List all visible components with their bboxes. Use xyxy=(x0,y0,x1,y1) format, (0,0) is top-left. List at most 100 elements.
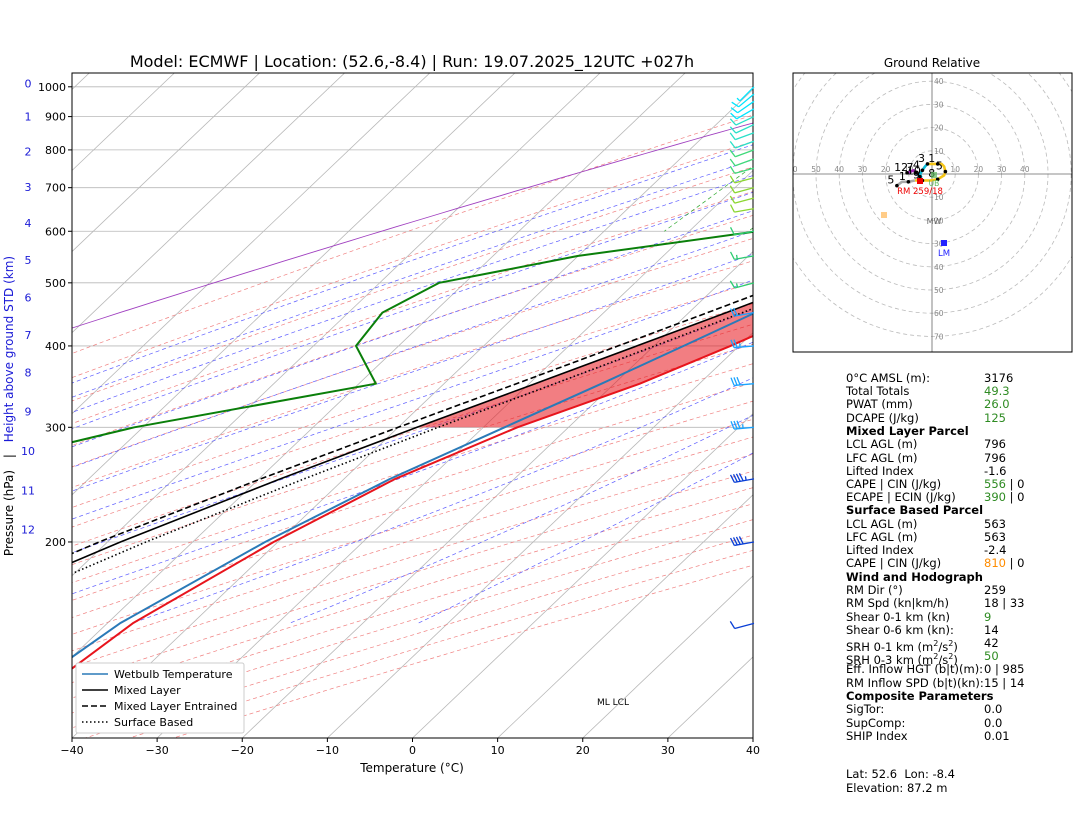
x-tick-label: 0 xyxy=(409,744,416,757)
hodograph-frame xyxy=(792,72,1073,353)
x-tick-label: 10 xyxy=(491,744,505,757)
sb-param-value: 563 xyxy=(984,516,1006,531)
composite-param-row: SHIP Index 0.01 xyxy=(846,728,1076,743)
hodograph-axis-label: 10 xyxy=(934,147,944,156)
ml-param-value: 796 xyxy=(984,450,1006,465)
param-value: 3176 xyxy=(984,371,1014,385)
isotherm-line xyxy=(497,494,753,738)
hodograph-trace xyxy=(896,179,916,187)
isotherm-line xyxy=(412,413,753,738)
inflow-param-value: 0 | 985 xyxy=(984,662,1025,677)
hodograph-axis-label: 60 xyxy=(934,309,944,318)
y-tick-label: 400 xyxy=(45,340,66,353)
srh01-label-sup: 2 xyxy=(933,638,939,648)
legend-label-wetbulb: Wetbulb Temperature xyxy=(114,668,233,681)
hodograph-axis-label: 20 xyxy=(934,124,944,133)
dry-adiabat xyxy=(72,323,753,547)
composite-param-label: SigTor: xyxy=(846,702,885,717)
hodograph-height-dot xyxy=(918,174,922,179)
srh03-label: SRH 0-3 km (m2/s2) xyxy=(846,650,984,666)
hodograph-axis-label: 10 xyxy=(934,193,944,202)
param-value: 125 xyxy=(984,410,1006,425)
reference-adiabat xyxy=(72,122,753,329)
sb-cape-value: 810 | 0 xyxy=(984,557,1074,570)
lat-lon: Lat: 52.6 Lon: -8.4 xyxy=(846,767,955,781)
y-tick-label: 500 xyxy=(45,277,66,290)
entrained-parcel-line xyxy=(72,294,753,555)
hodograph-axis-label: 60 xyxy=(788,165,798,174)
hodograph-axis-label: 40 xyxy=(934,263,944,272)
ml-param-row: LFC AGL (m) 796 xyxy=(846,450,1076,465)
isotherm-line xyxy=(582,575,753,738)
isotherm-line xyxy=(72,73,345,334)
hodograph-height-dot xyxy=(914,171,918,175)
srh01-label-per-s: /s xyxy=(938,639,949,654)
wind-section-title: Wind and Hodograph xyxy=(846,569,983,584)
hodograph-axis-label: 70 xyxy=(765,165,775,174)
dry-adiabat xyxy=(72,260,753,488)
y-axis-label: Pressure (hPa) | Height above ground STD… xyxy=(2,256,16,556)
x-tick-label: −20 xyxy=(231,744,254,757)
height-label: 1 xyxy=(25,111,32,124)
height-label: 11 xyxy=(21,484,35,497)
ml-param-row: Lifted Index -1.6 xyxy=(846,464,1076,478)
ml-cape-row: CAPE | CIN (J/kg) 556 | 0 xyxy=(846,477,1076,491)
hodograph-height-label: 1 xyxy=(899,170,906,183)
height-label: 12 xyxy=(21,524,35,537)
wind-barb xyxy=(730,420,755,430)
hodograph-height-dot xyxy=(906,179,911,184)
hodograph: Ground Relative 70 60 50 40 30 20 10 10 20 30 40 40… xyxy=(765,56,1073,353)
ml-ecape-label: ECAPE | ECIN (J/kg) xyxy=(846,490,956,505)
hodograph-axis-label: 40 xyxy=(1020,165,1030,174)
srh01-label: SRH 0-1 km (m2/s2) xyxy=(846,637,984,653)
param-label: Total Totals xyxy=(846,384,910,399)
wind-param-value: 14 xyxy=(984,622,999,637)
srh01-row: SRH 0-1 km (m2/s2) 42 xyxy=(846,636,1076,653)
moist-adiabat xyxy=(72,253,753,492)
ml-param-row: LCL AGL (m) 796 xyxy=(846,438,1076,451)
hodograph-height-dot xyxy=(925,162,930,166)
hodograph-height-label: 4 xyxy=(913,158,920,171)
srh03-value: 50 xyxy=(984,649,999,664)
sb-param-row: LCL AGL (m) 563 xyxy=(846,516,1076,531)
y-tick-label: 600 xyxy=(45,225,66,238)
wind-barb xyxy=(731,93,755,108)
height-label: 6 xyxy=(25,291,32,304)
wind-barb xyxy=(729,149,755,158)
y-tick-label: 300 xyxy=(45,421,66,434)
inflow-param-value: 15 | 14 xyxy=(984,675,1025,690)
elevation: Elevation: 87.2 m xyxy=(846,780,948,795)
y-axis-label-pressure: Pressure (hPa) xyxy=(2,470,16,556)
hodograph-height-label: 7 xyxy=(907,161,914,174)
lcl-label: ML LCL xyxy=(597,698,629,708)
wind-param-row: RM Dir (°) 259 xyxy=(846,584,1076,597)
hodograph-axis-label: 40 xyxy=(934,77,944,86)
moist-adiabat xyxy=(72,144,753,384)
composite-param-value: 0.01 xyxy=(984,728,1010,743)
x-tick-label: 30 xyxy=(661,744,675,757)
dry-adiabat xyxy=(72,303,753,528)
ml-param-label: LCL AGL (m) xyxy=(846,437,918,452)
param-label: 0°C AMSL (m): xyxy=(846,371,930,385)
sb-cape-label: CAPE | CIN (J/kg) xyxy=(846,556,942,571)
hodograph-height-label: 12 xyxy=(894,161,908,174)
composite-param-value: 0.0 xyxy=(984,715,1003,730)
wetbulb-line xyxy=(72,312,753,659)
dewpoint-line xyxy=(72,230,753,444)
sb-section-title: Surface Based Parcel xyxy=(846,503,984,518)
srh03-label-text: SRH 0-3 km (m xyxy=(846,652,934,667)
wind-param-row: Shear 0-1 km (kn) 9 xyxy=(846,609,1076,624)
isotherm-line xyxy=(241,251,753,738)
hodograph-axis-label: 30 xyxy=(934,100,944,109)
srh03-row: SRH 0-3 km (m2/s2) 50 xyxy=(846,649,1076,666)
ml-ecin-number: | 0 xyxy=(1005,490,1025,505)
param-value: 26.0 xyxy=(984,397,1010,412)
wind-barb xyxy=(729,165,755,174)
x-tick-label: 40 xyxy=(746,744,760,757)
wind-param-label: Shear 0-1 km (kn) xyxy=(846,609,950,624)
y-axis-label-height: Height above ground STD (km) xyxy=(2,256,16,442)
sb-param-row: Lifted Index -2.4 xyxy=(846,544,1076,557)
hodograph-height-label: 3 xyxy=(918,152,925,165)
y-tick-label: 800 xyxy=(45,144,66,157)
